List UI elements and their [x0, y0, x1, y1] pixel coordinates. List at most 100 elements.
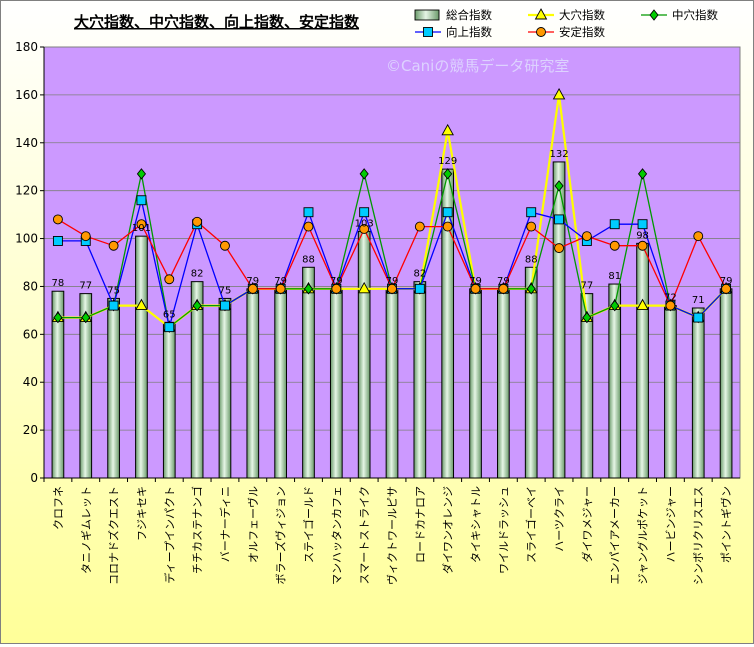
chart-title: 大穴指数、中穴指数、向上指数、安定指数 [74, 13, 360, 31]
series-point [554, 243, 564, 254]
x-axis: クロフネ タニノギムレット コロナドズクエスト フジキセキ ディープインパクト チチカステ… [43, 477, 740, 585]
x-tick-label: ジャングルポケット [636, 486, 650, 584]
bar [664, 305, 677, 479]
y-tick-label: 80 [23, 279, 38, 293]
legend-swatch [414, 9, 440, 21]
x-tick-label: ボラーズヴィジョン [274, 486, 288, 584]
y-axis: 0 20 40 60 80 100 120 140 160 180 [15, 40, 45, 485]
x-tick-label: ポイントギヴン [719, 486, 733, 563]
series-markers [51, 87, 733, 333]
watermark: ©Caniの競馬データ研究室 [386, 57, 569, 75]
series-point [442, 221, 453, 232]
data-label: 79 [386, 276, 399, 287]
data-label: 82 [191, 269, 204, 280]
data-label: 75 [107, 285, 120, 296]
series-point [636, 298, 649, 311]
legend-label: 向上指数 [446, 25, 492, 39]
legend-marker [536, 27, 546, 37]
series-point [247, 283, 258, 294]
series-point [220, 240, 230, 251]
data-label: 71 [692, 295, 705, 306]
bar [162, 321, 176, 479]
series-point [303, 283, 314, 295]
series-point [303, 207, 314, 218]
series-point [721, 283, 732, 294]
data-label: 98 [636, 230, 649, 241]
series-point [52, 214, 63, 225]
x-tick-label: オルフェーヴル [246, 486, 260, 563]
bar [524, 266, 538, 479]
x-tick-label: ハービンジャー [664, 486, 677, 562]
bar [636, 242, 649, 479]
x-tick-label: タニノギムレット [80, 486, 93, 574]
series-point [80, 231, 91, 242]
x-tick-label: チチカステナンゴ [190, 486, 204, 574]
x-tick-label: バーナーディニ [218, 486, 232, 562]
bar [385, 288, 399, 479]
series-point [275, 283, 286, 294]
x-tick-label: ロードカナロア [414, 486, 427, 563]
legend-label: 大穴指数 [559, 8, 605, 22]
series-point [582, 311, 592, 324]
x-tick-label: ダイワンオレンジ [441, 486, 455, 574]
legend-item: 中穴指数 [641, 8, 718, 22]
data-label: 75 [219, 285, 232, 296]
series-point [135, 298, 148, 311]
x-tick-label: フジキセキ [135, 486, 148, 541]
series-point [192, 299, 202, 312]
legend-item: 総合指数 [414, 8, 492, 22]
data-label: 103 [355, 218, 374, 229]
series-point [220, 300, 230, 311]
data-label: 79 [469, 276, 482, 287]
series-point [665, 300, 676, 311]
bar [107, 297, 120, 479]
data-label: 79 [720, 276, 733, 287]
y-tick-label: 140 [15, 136, 38, 150]
series-point [108, 300, 119, 311]
y-tick-label: 100 [15, 232, 38, 246]
legend-label: 中穴指数 [672, 8, 718, 22]
series-point [359, 168, 369, 180]
x-tick-label: クロフネ [52, 486, 65, 530]
data-label: 88 [302, 254, 315, 265]
x-tick-label: ハーツクライ [553, 486, 566, 552]
bar [497, 288, 510, 479]
series-point [526, 207, 537, 218]
data-label: 101 [132, 223, 151, 234]
data-label: 78 [52, 278, 65, 289]
series-point [164, 322, 175, 333]
data-label: 77 [79, 281, 92, 292]
series-point [498, 283, 509, 294]
x-tick-label: ディープインパクト [162, 486, 176, 584]
y-tick-label: 20 [23, 423, 38, 437]
bar [246, 288, 260, 479]
data-label: 129 [438, 156, 457, 167]
y-tick-label: 120 [15, 184, 38, 198]
bar [719, 288, 733, 479]
series-point [693, 231, 704, 242]
series-point [331, 283, 342, 294]
legend-item: 向上指数 [415, 25, 492, 39]
series-point [554, 180, 564, 192]
bar [329, 288, 343, 479]
y-tick-label: 160 [15, 88, 38, 102]
series-point [357, 281, 371, 294]
series-point [526, 221, 537, 232]
series-point [303, 221, 314, 232]
series-point [192, 216, 203, 227]
data-label: 79 [274, 276, 287, 287]
series-point [441, 123, 454, 136]
y-tick-label: 60 [23, 327, 38, 341]
series-point [136, 168, 147, 180]
bar [691, 307, 705, 479]
data-label: 132 [549, 149, 568, 160]
x-tick-label: シンボリクリスエス [692, 486, 705, 585]
series-point [693, 312, 704, 323]
series-point [52, 235, 63, 246]
legend-item: 大穴指数 [528, 8, 605, 22]
series-point [470, 283, 481, 294]
bar [608, 283, 622, 479]
